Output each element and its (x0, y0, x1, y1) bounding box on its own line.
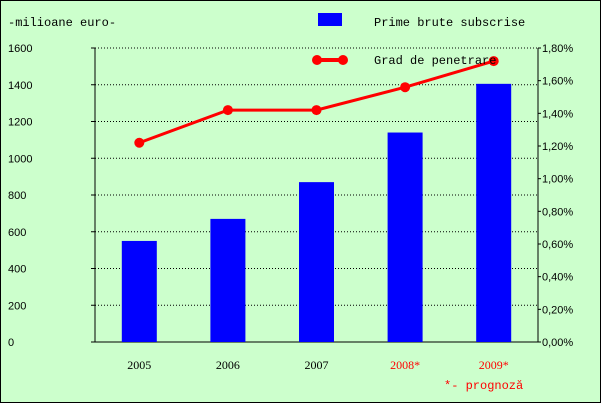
bar (121, 240, 157, 342)
series-line (138, 59, 495, 145)
legend: Prime brute subscrise Grad de penetrare (312, 13, 525, 68)
left-tick-label: 1000 (8, 153, 32, 165)
left-tick-label: 1400 (8, 80, 32, 92)
right-tick-label: 0,40% (542, 272, 573, 284)
right-tick-label: 0,80% (542, 206, 573, 218)
left-tick-label: 600 (8, 227, 26, 239)
bar (210, 218, 246, 342)
right-tick-label: 0,00% (542, 337, 573, 349)
right-tick-label: 1,20% (542, 141, 573, 153)
left-tick-label: 400 (8, 264, 26, 276)
legend-bar-swatch (318, 13, 342, 26)
category-label: 2005 (127, 358, 151, 372)
left-tick-label: 1600 (8, 43, 32, 55)
bar (299, 182, 334, 342)
bar (476, 83, 512, 343)
right-tick-label: 0,60% (542, 239, 573, 251)
line-series (134, 56, 499, 148)
right-tick-label: 0,20% (542, 304, 573, 316)
category-labels: 2005 2006 2007 2008* 2009* (127, 358, 508, 372)
category-label: 2007 (305, 358, 329, 372)
left-tick-label: 200 (8, 300, 26, 312)
left-tick-label: 800 (8, 190, 26, 202)
right-tick-label: 1,00% (542, 174, 573, 186)
legend-line-label: Grad de penetrare (374, 54, 496, 68)
right-tick-label: 1,80% (542, 43, 573, 55)
category-label: 2009* (479, 358, 509, 372)
line-point (222, 105, 233, 116)
line-point (488, 56, 499, 67)
right-axis-ticks: 0,00% 0,20% 0,40% 0,60% 0,80% 1,00% 1,20% 1,40%… (538, 43, 573, 349)
left-tick-label: 0 (8, 337, 14, 349)
legend-line-marker (338, 55, 348, 65)
gridlines (95, 47, 538, 306)
category-label: 2008* (390, 358, 420, 372)
bar-series (121, 83, 512, 343)
left-axis-ticks: 0 200 400 600 800 1000 1200 1400 1600 (8, 43, 95, 349)
line-point (311, 105, 322, 116)
legend-line-marker (312, 55, 322, 65)
y-unit-label: -milioane euro- (8, 16, 116, 30)
left-tick-label: 1200 (8, 117, 32, 129)
line-point (400, 82, 411, 93)
right-tick-label: 1,60% (542, 76, 573, 88)
category-label: 2006 (216, 358, 240, 372)
footnote: *- prognoză (444, 379, 523, 393)
bar (387, 132, 423, 342)
legend-bar-label: Prime brute subscrise (374, 16, 525, 30)
right-tick-label: 1,40% (542, 108, 573, 120)
line-point (134, 137, 145, 148)
